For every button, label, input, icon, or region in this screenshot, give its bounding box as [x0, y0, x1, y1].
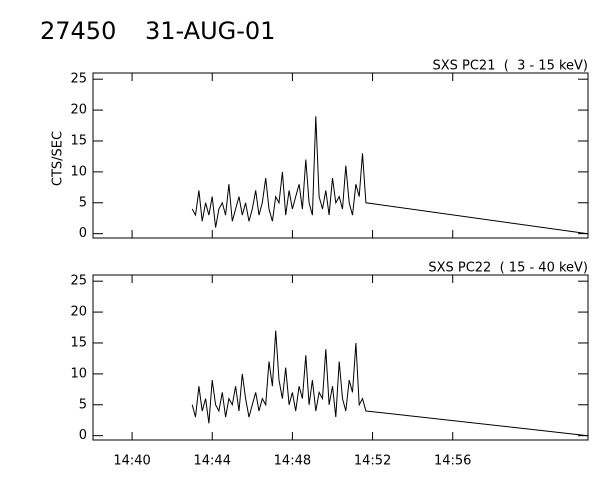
chart-subtitle: 31-AUG-01 — [145, 17, 275, 45]
y-tick-label: 15 — [70, 133, 87, 148]
y-tick-label: 20 — [70, 305, 87, 320]
chart-title: 27450 — [40, 17, 116, 45]
y-tick-label: 0 — [79, 226, 87, 241]
x-tick-label: 14:52 — [354, 454, 391, 469]
y-axis-label: CTS/SEC — [51, 131, 66, 186]
x-tick-label: 14:56 — [434, 454, 471, 469]
plot-frame — [92, 72, 589, 239]
y-tick-label: 10 — [70, 164, 87, 179]
y-tick-label: 5 — [79, 195, 87, 210]
panel-label: SXS PC21 ( 3 - 15 keV) — [432, 59, 588, 74]
panel-label: SXS PC22 ( 15 - 40 keV) — [428, 261, 588, 276]
data-line — [191, 116, 589, 235]
y-tick-label: 20 — [70, 103, 87, 118]
y-tick-label: 0 — [79, 428, 87, 443]
x-tick-label: 14:40 — [113, 454, 150, 469]
x-tick-label: 14:44 — [194, 454, 231, 469]
y-tick-label: 25 — [70, 274, 87, 289]
data-line — [191, 330, 589, 437]
y-tick-label: 5 — [79, 397, 87, 412]
y-tick-label: 25 — [70, 72, 87, 87]
y-tick-label: 15 — [70, 335, 87, 350]
y-tick-label: 10 — [70, 366, 87, 381]
x-tick-label: 14:48 — [274, 454, 311, 469]
plot-frame — [92, 274, 589, 441]
